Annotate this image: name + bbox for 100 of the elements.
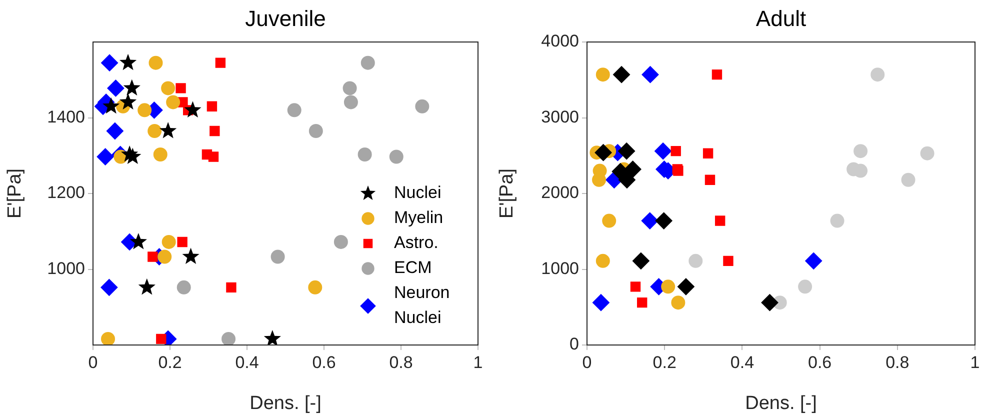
x-tick-label: 0 [582,352,592,372]
point [123,79,140,96]
legend-label: Myelin [394,208,444,228]
point [177,236,188,248]
point [688,254,703,268]
point [360,56,375,70]
x-tick-label: 0 [88,352,98,372]
point [100,278,118,296]
point [119,54,137,70]
y-tick-label: 1200 [47,183,85,202]
x-tick-label: 0.2 [652,352,676,372]
y-tick-label: 1000 [47,258,85,278]
x-tick-label: 0.2 [158,352,182,372]
point [184,101,202,118]
point [415,99,430,114]
point [854,144,868,158]
point [162,234,176,249]
point [677,278,694,296]
point [798,280,812,294]
point [124,148,142,164]
chart-title: Juvenile [245,6,326,32]
chart-title: Adult [756,6,806,32]
point [618,142,636,160]
point [176,280,191,294]
point [637,297,648,308]
point [101,332,116,345]
point [596,68,610,82]
legend-label: Astro. [394,233,438,252]
point [624,160,642,178]
point [389,150,404,164]
x-tick-label: 0.4 [235,352,259,372]
point [176,83,186,94]
point [206,101,218,112]
point [107,80,124,97]
x-tick-label: 0.6 [808,352,832,372]
point [138,278,156,295]
point [222,332,236,345]
point [148,124,162,138]
point [160,122,177,138]
point [210,126,220,136]
point [654,142,672,160]
point [671,296,686,310]
legend-label: Nuclei [394,183,442,202]
point [704,174,716,185]
point [215,58,226,68]
point [270,250,285,264]
point [712,69,722,80]
point [805,252,822,270]
point [870,68,885,82]
point [830,214,844,228]
point [308,280,322,294]
point [613,66,630,84]
point [642,66,659,84]
y-tick-label: 0 [570,334,579,354]
y-tick-label: 4000 [541,32,579,51]
point [344,95,358,110]
point [594,144,612,162]
point [153,147,168,162]
point [148,252,158,262]
x-axis-title: Dens. [-] [250,392,322,414]
point [661,280,676,294]
y-tick-label: 2000 [541,183,579,202]
point [702,148,714,158]
point [148,56,163,70]
point [119,93,137,110]
point [138,103,152,118]
x-tick-label: 0.8 [389,352,413,372]
x-tick-label: 0.8 [886,352,910,372]
point [130,232,147,250]
point [632,252,650,270]
point [102,97,120,114]
point [761,294,778,312]
y-tick-label: 1400 [47,107,85,126]
y-tick-label: 1000 [541,258,579,278]
point [166,95,180,110]
point [106,122,124,140]
point [670,146,681,156]
y-axis-title: E'[Pa] [496,168,518,219]
point [161,81,176,96]
point [96,148,114,166]
point [714,216,726,226]
x-tick-label: 1 [970,352,980,372]
point [901,172,916,187]
legend-label: ECM [394,258,432,278]
point [920,146,934,160]
point [226,282,236,293]
point [158,250,172,264]
point [342,81,357,96]
point [156,334,166,344]
point [287,103,302,118]
point [602,214,616,228]
x-axis-title: Dens. [-] [745,392,817,414]
point [596,254,610,268]
point [641,212,658,230]
point [592,294,610,312]
y-tick-label: 3000 [541,107,579,126]
point [854,164,868,178]
point [334,234,348,249]
point [101,54,118,72]
point [723,256,734,266]
